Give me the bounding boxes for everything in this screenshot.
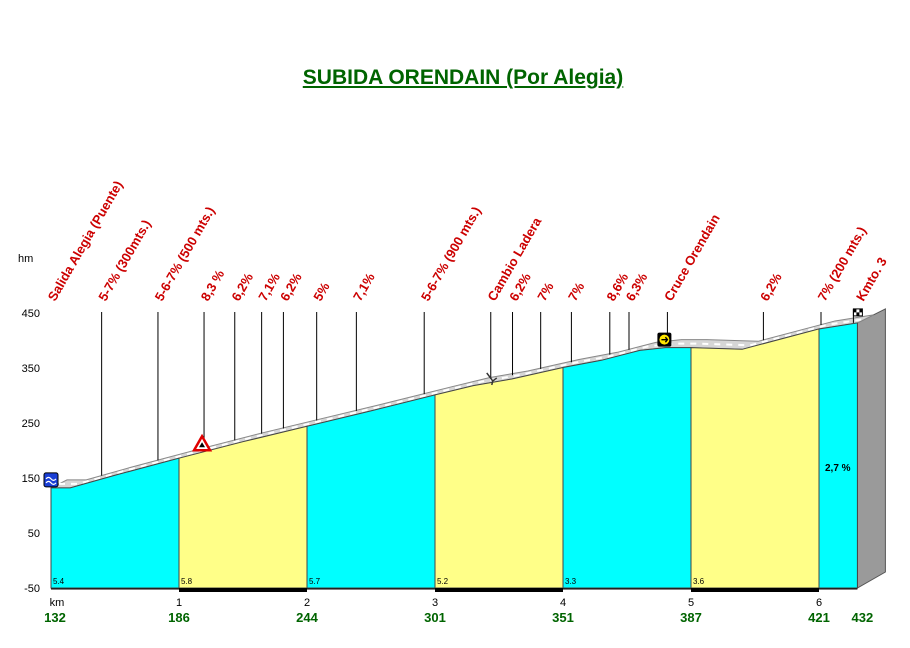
segment-gradient-label: 5.2 (437, 577, 449, 586)
side-wall (856, 308, 886, 589)
km-tick-label: 5 (688, 597, 694, 609)
water-waves (45, 476, 57, 485)
y-tick-label: 50 (28, 528, 40, 540)
y-tick-label: 250 (22, 418, 40, 430)
segment-gradient-label: 3.3 (565, 577, 577, 586)
annotation-label: 7% (565, 279, 588, 303)
segment-area (562, 347, 692, 589)
annotation-label: 5-7% (300mts.) (95, 217, 154, 303)
y-unit-label: hm (18, 253, 33, 265)
annotation-label: 8,3 % (198, 267, 228, 304)
segment-area (690, 328, 820, 589)
annotation-label: 7,1% (350, 270, 378, 304)
road-centerline (59, 317, 866, 485)
segment-gradient-label: 3.6 (693, 577, 705, 586)
km-tick-label: 2 (304, 597, 310, 609)
y-tick-label: 350 (22, 363, 40, 375)
altitude-label: 421 (808, 610, 830, 625)
annotation-label: 7% (534, 279, 557, 303)
segment-gradient-label: 5.4 (53, 577, 65, 586)
annotation-label: Cruce Orendain (661, 211, 723, 303)
segment-area (50, 457, 180, 589)
annotation-label: 6,2% (228, 270, 256, 304)
altitude-label: 301 (424, 610, 446, 625)
segment-area (434, 366, 564, 589)
annotation-label: 5-6-7% (900 mts.) (418, 204, 484, 303)
annotation-label: 7,1% (255, 270, 283, 304)
junction-arrow-glyph (661, 336, 669, 343)
segment-area (818, 322, 858, 589)
altitude-label: 351 (552, 610, 574, 625)
annotation-label: Kmto. 3 (853, 255, 890, 304)
km-tick-label: 4 (560, 597, 566, 609)
altitude-label: 186 (168, 610, 190, 625)
km-bar (179, 588, 307, 592)
segment-gradient-label: 5.8 (181, 577, 193, 586)
danger-mark (199, 442, 206, 448)
annotation-label: 6,2% (757, 270, 785, 304)
km-tick-label: 6 (816, 597, 822, 609)
altitude-label: 387 (680, 610, 702, 625)
y-tick-label: 450 (22, 308, 40, 320)
altitude-label: 244 (296, 610, 318, 625)
km-tick-label: 3 (432, 597, 438, 609)
km-tick-label: 1 (176, 597, 182, 609)
segment-gradient-label: 2,7 % (825, 463, 851, 474)
x-unit-label: km (50, 597, 65, 609)
km-bar (691, 588, 819, 592)
annotation-label: 6,3% (623, 270, 651, 304)
segment-area (306, 394, 436, 589)
y-tick-label: -50 (24, 583, 40, 595)
altitude-label: 132 (44, 610, 66, 625)
km-bar (435, 588, 563, 592)
annotation-label: 5% (310, 279, 333, 303)
altitude-label: 432 (852, 610, 874, 625)
finish-flag-checks (853, 308, 863, 316)
chart-title: SUBIDA ORENDAIN (Por Alegia) (302, 66, 624, 89)
segment-gradient-label: 5.7 (309, 577, 321, 586)
y-tick-label: 150 (22, 473, 40, 485)
direction-change-icon (486, 372, 498, 386)
annotation-label: 6,2% (277, 270, 305, 304)
start-water-icon (43, 472, 59, 488)
